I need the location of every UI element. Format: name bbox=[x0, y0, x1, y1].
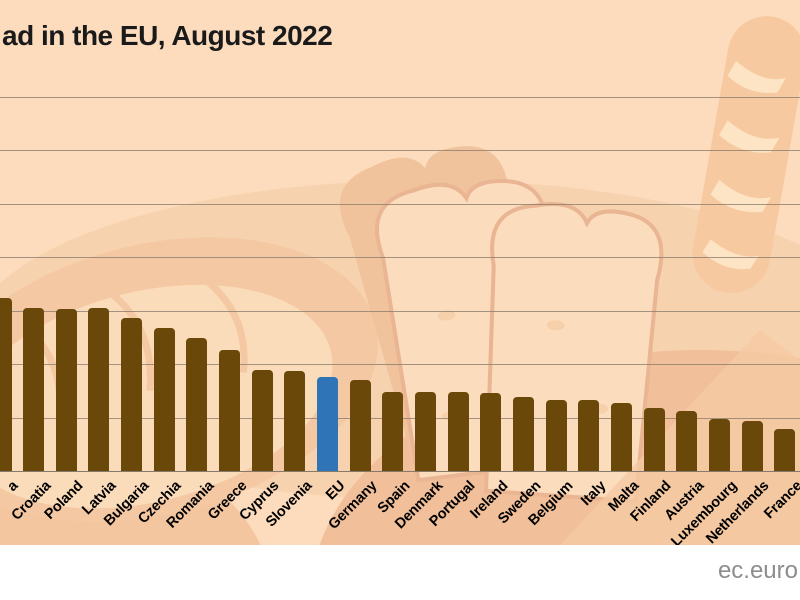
bar-eu bbox=[317, 376, 339, 471]
x-axis-baseline bbox=[0, 471, 800, 472]
toast-slice-right bbox=[483, 202, 664, 504]
bar-poland bbox=[55, 309, 77, 471]
eurostat-url-text: ec.euro bbox=[717, 557, 798, 584]
bar-slovenia bbox=[284, 371, 306, 471]
bar-ireland bbox=[480, 392, 502, 471]
gridline-60 bbox=[0, 150, 800, 152]
bar-latvia bbox=[88, 308, 110, 471]
bar-france bbox=[774, 428, 796, 471]
chart-region: a Croatia Poland Latvia Bulgaria Czechia Roman… bbox=[0, 0, 800, 545]
footer-bar: ec.euro bbox=[0, 545, 800, 600]
gridline-20 bbox=[0, 364, 800, 366]
bar-malta bbox=[611, 403, 633, 471]
bar-netherlands bbox=[741, 420, 763, 471]
gridline-50 bbox=[0, 203, 800, 205]
bar-sweden bbox=[513, 396, 535, 471]
bar-romania bbox=[186, 337, 208, 471]
bar-italy bbox=[578, 399, 600, 471]
gridline-30 bbox=[0, 310, 800, 312]
chart-title: ad in the EU, August 2022 bbox=[2, 20, 333, 51]
bar-portugal bbox=[447, 391, 469, 471]
bar-denmark bbox=[415, 391, 437, 471]
bar-luxembourg bbox=[709, 419, 731, 471]
gridline-40 bbox=[0, 257, 800, 259]
bar-bulgaria bbox=[121, 317, 143, 471]
bar-belgium bbox=[545, 399, 567, 471]
bar-czechia bbox=[153, 327, 175, 471]
bar-a bbox=[0, 298, 12, 471]
bar-cyprus bbox=[251, 370, 273, 471]
gridline-70 bbox=[0, 96, 800, 98]
bar-spain bbox=[382, 391, 404, 471]
bar-austria bbox=[676, 411, 698, 471]
bar-finland bbox=[643, 407, 665, 471]
bar-croatia bbox=[23, 308, 45, 471]
bar-greece bbox=[219, 349, 241, 471]
bar-germany bbox=[349, 380, 371, 471]
